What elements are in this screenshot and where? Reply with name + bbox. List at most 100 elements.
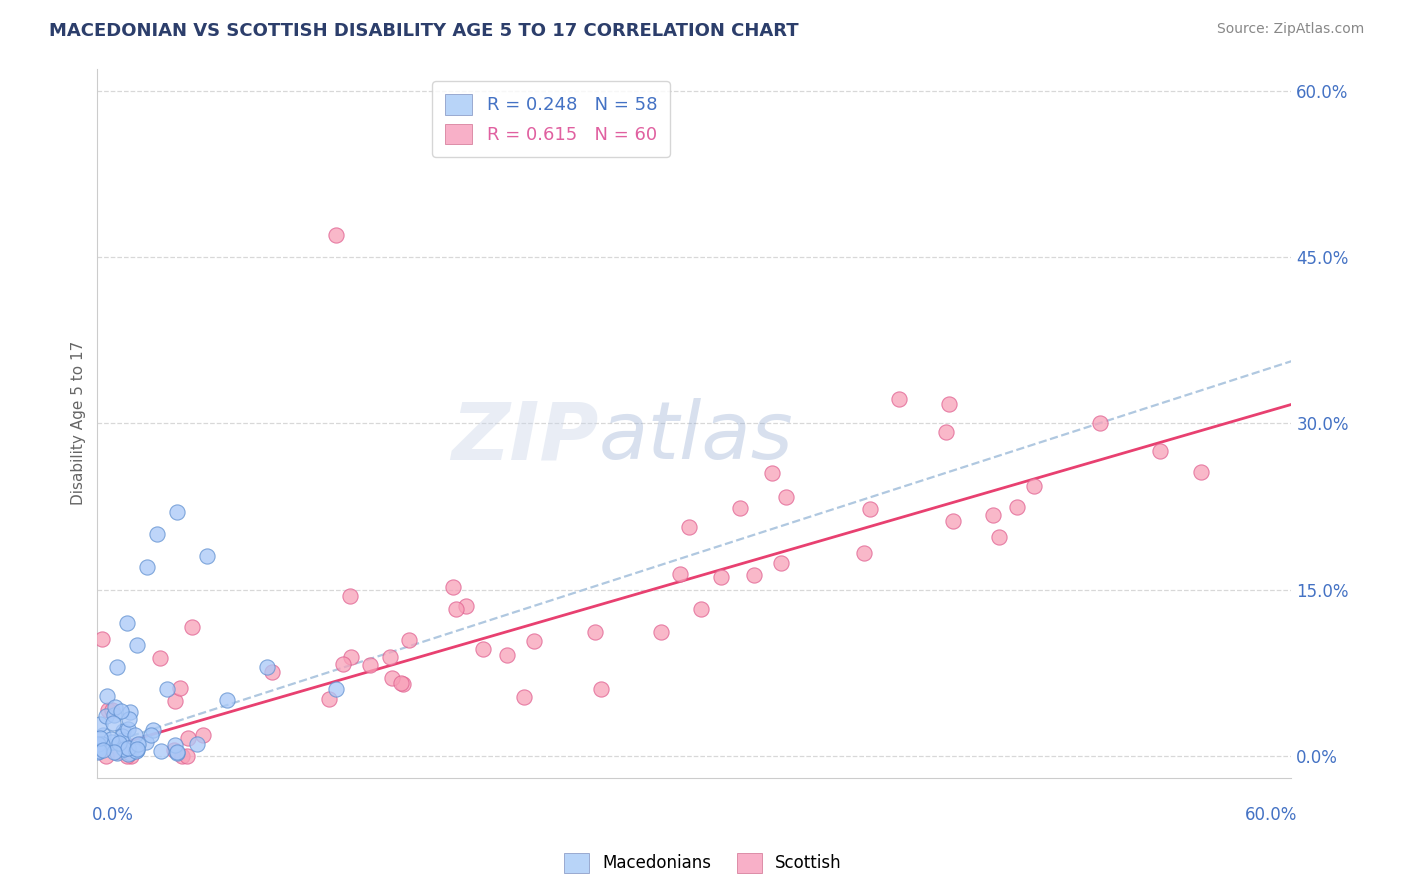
- Point: [105, 746, 128, 760]
- Point: [89, 717, 111, 731]
- Point: [380, 671, 402, 685]
- Point: [108, 736, 131, 750]
- Point: [91, 728, 114, 742]
- Point: [87, 745, 110, 759]
- Point: [1189, 466, 1212, 480]
- Point: [117, 722, 139, 736]
- Point: [444, 602, 467, 616]
- Point: [163, 743, 186, 757]
- Point: [678, 519, 700, 533]
- Point: [689, 601, 711, 615]
- Point: [105, 745, 128, 759]
- Point: [195, 549, 218, 564]
- Point: [110, 705, 132, 719]
- Point: [90, 632, 112, 646]
- Point: [103, 715, 125, 730]
- Point: [169, 681, 191, 695]
- Point: [91, 742, 114, 756]
- Point: [710, 570, 733, 584]
- Point: [669, 567, 692, 582]
- Point: [124, 728, 146, 742]
- Point: [120, 748, 142, 763]
- Point: [111, 740, 134, 755]
- Point: [742, 568, 765, 582]
- Point: [472, 642, 495, 657]
- Text: atlas: atlas: [599, 399, 793, 476]
- Point: [120, 705, 142, 719]
- Point: [149, 651, 172, 665]
- Point: [378, 649, 401, 664]
- Point: [117, 712, 139, 726]
- Point: [105, 660, 128, 674]
- Point: [120, 746, 142, 760]
- Point: [215, 693, 238, 707]
- Point: [166, 745, 188, 759]
- Point: [117, 741, 139, 756]
- Point: [318, 691, 340, 706]
- Point: [583, 624, 606, 639]
- Text: MACEDONIAN VS SCOTTISH DISABILITY AGE 5 TO 17 CORRELATION CHART: MACEDONIAN VS SCOTTISH DISABILITY AGE 5 …: [49, 22, 799, 40]
- Y-axis label: Disability Age 5 to 17: Disability Age 5 to 17: [72, 341, 86, 506]
- Point: [325, 682, 347, 697]
- Point: [86, 741, 108, 756]
- Point: [111, 730, 134, 744]
- Point: [127, 638, 149, 652]
- Point: [100, 703, 122, 717]
- Point: [142, 723, 165, 737]
- Point: [398, 633, 420, 648]
- Point: [332, 657, 354, 671]
- Point: [125, 742, 148, 756]
- Point: [90, 737, 112, 751]
- Point: [389, 676, 412, 690]
- Point: [94, 748, 117, 763]
- Point: [115, 615, 138, 630]
- Point: [125, 744, 148, 758]
- Point: [135, 735, 157, 749]
- Legend: R = 0.248   N = 58, R = 0.615   N = 60: R = 0.248 N = 58, R = 0.615 N = 60: [433, 81, 669, 157]
- Point: [165, 693, 187, 707]
- Point: [191, 728, 214, 742]
- Point: [859, 502, 882, 516]
- Point: [589, 682, 612, 697]
- Point: [166, 746, 188, 760]
- Point: [91, 739, 114, 753]
- Point: [96, 739, 118, 753]
- Point: [104, 700, 127, 714]
- Text: 60.0%: 60.0%: [1246, 806, 1298, 824]
- Point: [96, 689, 118, 703]
- Point: [942, 514, 965, 528]
- Point: [101, 734, 124, 748]
- Point: [454, 599, 477, 613]
- Point: [125, 741, 148, 756]
- Point: [1022, 479, 1045, 493]
- Point: [89, 731, 111, 746]
- Point: [94, 708, 117, 723]
- Point: [775, 491, 797, 505]
- Point: [149, 744, 172, 758]
- Point: [156, 682, 179, 697]
- Point: [100, 732, 122, 747]
- Point: [360, 658, 382, 673]
- Point: [87, 744, 110, 758]
- Point: [887, 392, 910, 406]
- Point: [988, 530, 1011, 544]
- Point: [177, 731, 200, 745]
- Point: [340, 650, 363, 665]
- Point: [115, 748, 138, 763]
- Text: 0.0%: 0.0%: [91, 806, 134, 824]
- Point: [730, 500, 752, 515]
- Text: Source: ZipAtlas.com: Source: ZipAtlas.com: [1216, 22, 1364, 37]
- Point: [938, 397, 960, 411]
- Legend: Macedonians, Scottish: Macedonians, Scottish: [558, 847, 848, 880]
- Point: [111, 733, 134, 747]
- Point: [108, 736, 131, 750]
- Point: [87, 738, 110, 752]
- Point: [441, 580, 464, 594]
- Point: [513, 690, 536, 704]
- Point: [103, 745, 125, 759]
- Point: [496, 648, 519, 662]
- Point: [523, 633, 546, 648]
- Point: [127, 737, 149, 751]
- Point: [186, 738, 208, 752]
- Point: [103, 707, 125, 722]
